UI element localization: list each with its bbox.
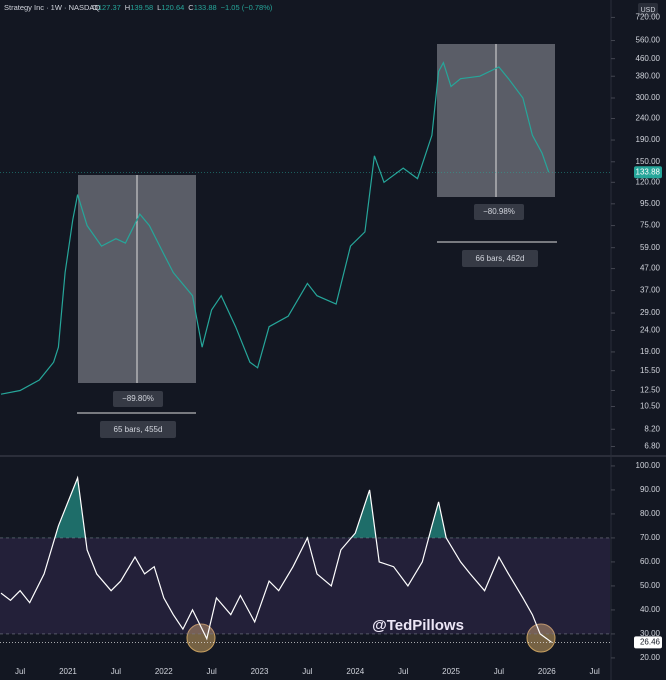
ohlc-value: 133.88 (194, 3, 217, 12)
x-tick-label: Jul (111, 667, 121, 676)
y-tick-label: 50.00 (640, 581, 661, 590)
annotation: 66 bars, 462d (476, 254, 525, 263)
y-tick-label: 37.00 (640, 286, 661, 295)
x-tick-label: Jul (590, 667, 600, 676)
y-tick-label: 70.00 (640, 533, 661, 542)
annotation-box (113, 391, 163, 407)
last-value-box (634, 636, 662, 649)
y-tick-label: 460.00 (636, 54, 661, 63)
ohlc: O127.37 H139.58 L120.64 C133.88 −1.05 (−0.78… (92, 3, 273, 12)
x-tick-label: 2024 (346, 667, 364, 676)
y-tick-label: 100.00 (636, 461, 661, 470)
rsi-band (0, 537, 610, 634)
x-tick-label: 2025 (442, 667, 460, 676)
annotation: −80.98% (483, 207, 515, 216)
y-tick-label: 20.00 (640, 653, 661, 662)
overbought-fill (54, 477, 447, 538)
y-tick-label: 120.00 (636, 177, 661, 186)
ohlc-label: C (188, 3, 194, 12)
currency[interactable]: USD (641, 7, 656, 14)
y-tick-label: 300.00 (636, 93, 661, 102)
x-tick-label: 2026 (538, 667, 556, 676)
ohlc-label: H (125, 3, 130, 12)
x-tick-label: Jul (15, 667, 25, 676)
y-tick-label: 90.00 (640, 485, 661, 494)
last-value-label: 133.88 (636, 167, 661, 176)
ohlc-value: 139.58 (130, 3, 153, 12)
last-value-label: 26.46 (640, 638, 661, 647)
y-tick-label: 6.80 (644, 442, 660, 451)
y-tick-label: 75.00 (640, 221, 661, 230)
annotation-box (100, 421, 176, 438)
y-tick-label: 59.00 (640, 243, 661, 252)
currency-box[interactable] (638, 3, 658, 17)
y-tick-label: 240.00 (636, 114, 661, 123)
y-tick-label: 380.00 (636, 71, 661, 80)
y-tick-label: 60.00 (640, 557, 661, 566)
y-tick-label: 30.00 (640, 629, 661, 638)
y-tick-label: 47.00 (640, 264, 661, 273)
y-tick-label: 80.00 (640, 509, 661, 518)
line (0, 61, 550, 395)
x-tick-label: 2021 (59, 667, 77, 676)
x-tick-label: Jul (494, 667, 504, 676)
ohlc-label: L (157, 3, 161, 12)
y-tick-label: 40.00 (640, 605, 661, 614)
watermark: @TedPillows (372, 617, 464, 634)
y-tick-label: 560.00 (636, 36, 661, 45)
annotation: −89.80% (122, 394, 154, 403)
ohlc-label: O (92, 3, 98, 12)
x-tick-label: 2022 (155, 667, 173, 676)
y-tick-label: 8.20 (644, 424, 660, 433)
y-tick-label: 15.50 (640, 366, 661, 375)
ohlc-value: 127.37 (98, 3, 121, 12)
annotation: 65 bars, 455d (114, 425, 163, 434)
y-tick-label: 95.00 (640, 199, 661, 208)
line (0, 475, 552, 643)
x-tick-label: Jul (398, 667, 408, 676)
change: −1.05 (−0.78%) (221, 3, 273, 12)
y-tick-label: 190.00 (636, 135, 661, 144)
x-tick-label: Jul (302, 667, 312, 676)
y-tick-label: 150.00 (636, 157, 661, 166)
last-value-box (634, 166, 662, 179)
x-tick-label: Jul (207, 667, 217, 676)
y-tick-label: 19.00 (640, 347, 661, 356)
y-tick-label: 720.00 (636, 13, 661, 22)
y-tick-label: 29.00 (640, 308, 661, 317)
y-tick-label: 24.00 (640, 326, 661, 335)
x-tick-label: 2023 (251, 667, 269, 676)
y-tick-label: 10.50 (640, 402, 661, 411)
y-tick-label: 12.50 (640, 386, 661, 395)
chart-title: Strategy Inc · 1W · NASDAQ (4, 3, 100, 12)
ohlc-value: 120.64 (161, 3, 184, 12)
annotation-box (462, 250, 538, 267)
highlight-circle (526, 623, 556, 653)
annotation-box (474, 204, 524, 220)
